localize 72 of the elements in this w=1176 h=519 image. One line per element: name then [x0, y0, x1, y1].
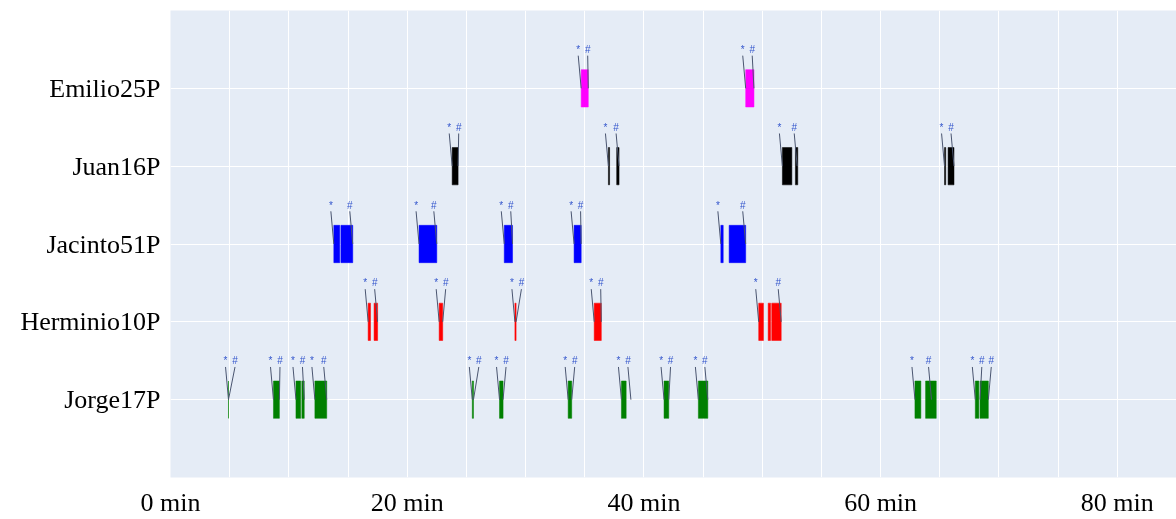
annotation: *: [363, 277, 368, 289]
annotation: #: [988, 355, 995, 367]
annotation: *: [309, 355, 314, 367]
annotation: #: [232, 355, 239, 367]
annotation: #: [518, 277, 525, 289]
y-tick-label: Jacinto51P: [46, 229, 161, 259]
bar: [979, 380, 989, 419]
annotation: *: [510, 277, 514, 289]
x-tick-label: 20 min: [370, 487, 444, 517]
annotation: *: [494, 355, 499, 367]
annotation: #: [503, 355, 510, 367]
annotation: #: [584, 43, 591, 55]
annotation: #: [613, 121, 620, 133]
bar: [914, 380, 922, 419]
annotation: #: [597, 277, 604, 289]
annotation: *: [910, 355, 915, 367]
annotation: #: [775, 277, 782, 289]
annotation: #: [702, 355, 709, 367]
annotation: #: [507, 199, 514, 211]
annotation: *: [589, 277, 594, 289]
annotation: *: [616, 355, 621, 367]
annotation: #: [442, 277, 449, 289]
annotation: *: [414, 199, 419, 211]
annotation: *: [499, 199, 504, 211]
annotation: *: [563, 355, 568, 367]
annotation: *: [939, 121, 944, 133]
annotation: #: [749, 43, 756, 55]
y-tick-label: Herminio10P: [20, 307, 161, 337]
annotation: #: [320, 355, 327, 367]
annotation: *: [569, 199, 574, 211]
annotation: #: [571, 355, 578, 367]
annotation: *: [740, 43, 745, 55]
annotation: *: [291, 355, 296, 367]
annotation: *: [603, 121, 608, 133]
annotation: *: [715, 199, 720, 211]
x-tick-label: 60 min: [844, 487, 918, 517]
annotation: *: [328, 199, 333, 211]
annotation: #: [925, 355, 932, 367]
annotation: #: [739, 199, 746, 211]
annotation: #: [667, 355, 674, 367]
annotation: #: [625, 355, 632, 367]
annotation: #: [431, 199, 438, 211]
bar: [663, 380, 670, 419]
y-tick-label: Juan16P: [72, 151, 161, 181]
annotation: *: [467, 355, 472, 367]
annotation: *: [753, 277, 758, 289]
annotation: #: [455, 121, 462, 133]
annotation: *: [576, 43, 581, 55]
annotation: #: [277, 355, 284, 367]
annotation: #: [577, 199, 584, 211]
x-tick-label: 80 min: [1080, 487, 1154, 517]
annotation: *: [970, 355, 975, 367]
annotation: #: [299, 355, 306, 367]
annotation: *: [447, 121, 452, 133]
annotation: #: [791, 121, 798, 133]
annotation: #: [476, 355, 483, 367]
annotation: #: [948, 121, 955, 133]
annotation: *: [223, 355, 228, 367]
annotation: #: [979, 355, 986, 367]
x-tick-label: 0 min: [140, 487, 201, 517]
annotation: *: [777, 121, 782, 133]
x-tick-label: 40 min: [607, 487, 681, 517]
annotation: *: [659, 355, 664, 367]
bar: [925, 380, 937, 419]
y-tick-label: Emilio25P: [49, 73, 161, 103]
annotation: *: [434, 277, 439, 289]
annotation: *: [268, 355, 273, 367]
y-tick-label: Jorge17P: [64, 385, 161, 415]
annotation: *: [693, 355, 698, 367]
annotation: #: [347, 199, 354, 211]
annotation: #: [371, 277, 378, 289]
bar: [698, 380, 709, 419]
